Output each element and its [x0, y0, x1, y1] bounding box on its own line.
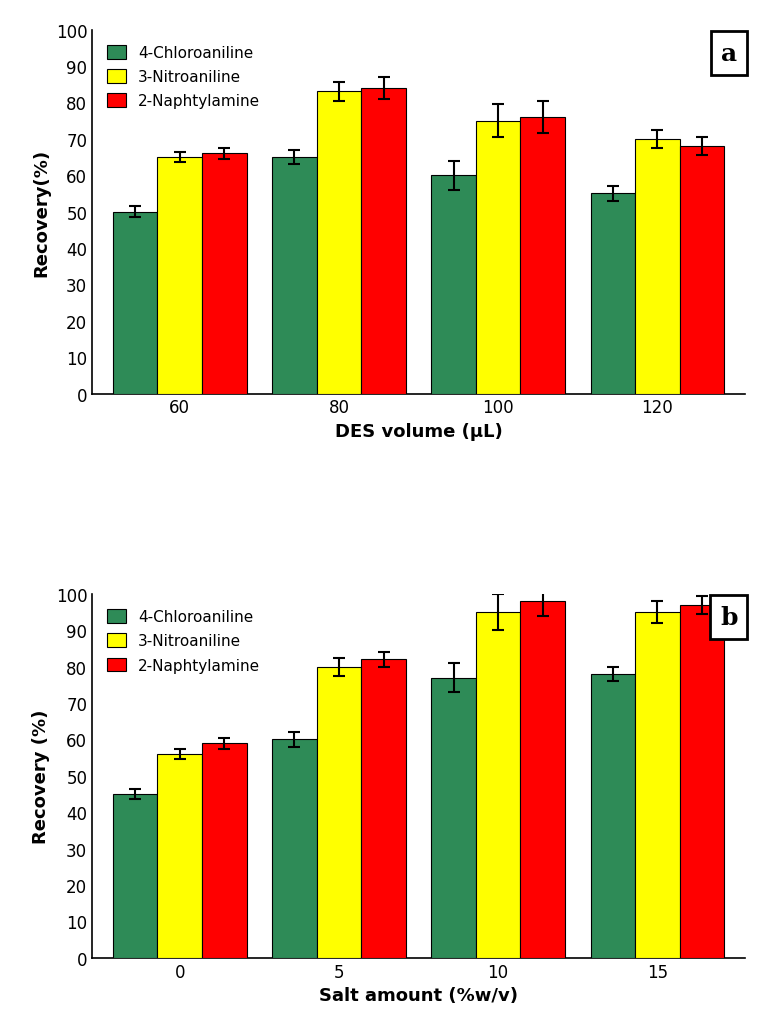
Y-axis label: Recovery(%): Recovery(%) [32, 149, 50, 276]
Bar [635, 612, 680, 958]
Bar [591, 195, 635, 394]
Bar [361, 89, 406, 394]
Bar [202, 743, 247, 958]
Bar [272, 158, 316, 394]
Bar [680, 147, 724, 394]
Bar [113, 212, 157, 394]
Bar [476, 612, 521, 958]
Bar [680, 605, 724, 958]
Bar [361, 659, 406, 958]
Legend: 4-Chloroaniline, 3-Nitroaniline, 2-Naphtylamine: 4-Chloroaniline, 3-Nitroaniline, 2-Napht… [100, 602, 268, 681]
Bar [635, 140, 680, 394]
Bar [113, 794, 157, 958]
Bar [432, 176, 476, 394]
Bar [521, 118, 565, 394]
X-axis label: DES volume (μL): DES volume (μL) [335, 423, 502, 440]
Y-axis label: Recovery (%): Recovery (%) [32, 709, 50, 843]
Bar [521, 601, 565, 958]
X-axis label: Salt amount (%w/v): Salt amount (%w/v) [319, 986, 518, 1005]
Bar [272, 740, 316, 958]
Bar [316, 93, 361, 394]
Bar [591, 675, 635, 958]
Legend: 4-Chloroaniline, 3-Nitroaniline, 2-Naphtylamine: 4-Chloroaniline, 3-Nitroaniline, 2-Napht… [100, 38, 268, 117]
Bar [316, 667, 361, 958]
Bar [157, 158, 202, 394]
Text: a: a [720, 42, 737, 65]
Bar [476, 121, 521, 394]
Text: b: b [720, 605, 737, 629]
Bar [202, 154, 247, 394]
Bar [432, 678, 476, 958]
Bar [157, 754, 202, 958]
